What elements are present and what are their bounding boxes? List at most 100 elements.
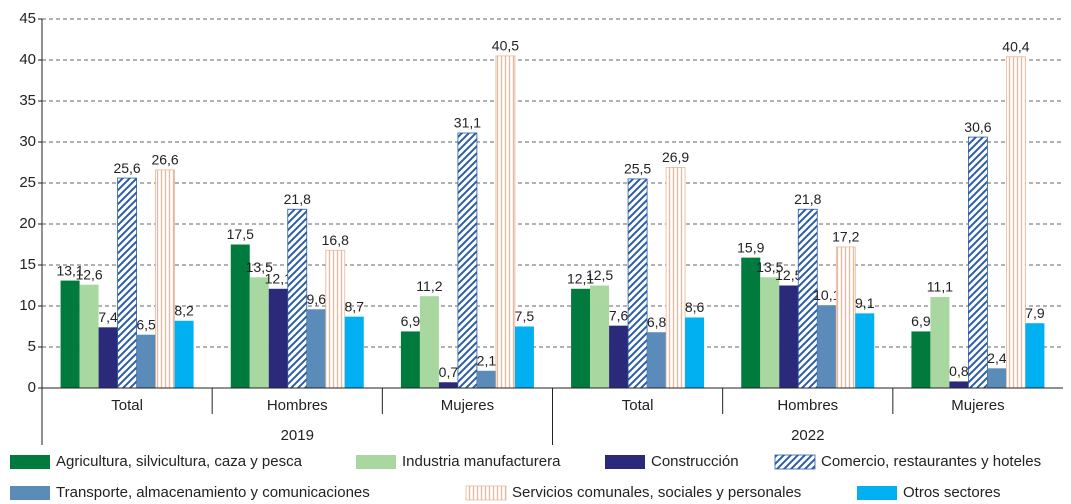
bar <box>835 246 856 389</box>
bar <box>741 257 761 388</box>
bar <box>249 277 269 388</box>
x-tick-label: Hombres <box>267 397 328 414</box>
legend-swatch <box>857 486 897 500</box>
bar <box>79 284 99 388</box>
value-label: 26,6 <box>151 152 178 168</box>
bar <box>419 296 439 388</box>
legend-label: Construcción <box>651 453 739 470</box>
bar <box>60 280 80 388</box>
legend-swatch <box>465 485 507 501</box>
y-tick-label: 15 <box>19 256 36 273</box>
bar <box>968 136 988 389</box>
value-label: 8,2 <box>174 302 194 318</box>
bar <box>1025 323 1045 388</box>
bar <box>306 309 326 388</box>
bar <box>779 285 799 388</box>
bar <box>495 55 516 389</box>
value-label: 0,7 <box>439 364 459 380</box>
value-label: 7,9 <box>1025 305 1045 321</box>
bar <box>685 317 705 388</box>
bar <box>400 331 420 388</box>
value-label: 9,1 <box>855 295 875 311</box>
value-label: 6,5 <box>136 316 156 332</box>
value-label: 40,4 <box>1002 38 1029 54</box>
group-label: 2022 <box>791 427 824 444</box>
value-label: 8,6 <box>685 299 705 315</box>
value-label: 12,6 <box>75 266 102 282</box>
legend-swatch <box>605 455 645 469</box>
bar <box>155 169 175 389</box>
bar <box>438 382 458 388</box>
value-label: 17,2 <box>832 229 859 245</box>
value-label: 25,5 <box>624 161 651 177</box>
value-label: 7,4 <box>98 309 118 325</box>
y-tick-label: 10 <box>19 297 36 314</box>
y-tick-label: 30 <box>19 133 36 150</box>
value-label: 6,9 <box>911 313 931 329</box>
legend-swatch <box>10 455 50 469</box>
bar <box>117 177 137 389</box>
value-label: 12,1 <box>265 270 292 286</box>
bar <box>665 167 686 389</box>
bar <box>457 132 478 389</box>
legend-label: Agricultura, silvicultura, caza y pesca <box>56 453 303 470</box>
bar <box>571 288 591 388</box>
legend-label: Otros sectores <box>903 484 1001 501</box>
y-tick-label: 35 <box>19 92 36 109</box>
bar <box>325 249 346 389</box>
legend-label: Industria manufacturera <box>402 453 561 470</box>
value-label: 2,4 <box>987 350 1007 366</box>
legend-swatch <box>10 486 50 500</box>
legend-label: Comercio, restaurantes y hoteles <box>821 453 1041 470</box>
bar <box>1006 56 1026 389</box>
bar <box>760 277 780 388</box>
legend-label: Transporte, almacenamiento y comunicacio… <box>56 484 370 501</box>
x-tick-label: Total <box>622 397 654 414</box>
bar <box>930 296 950 388</box>
y-tick-label: 20 <box>19 215 36 232</box>
value-label: 12,5 <box>586 267 613 283</box>
y-tick-label: 25 <box>19 174 36 191</box>
value-label: 30,6 <box>964 119 991 135</box>
bar <box>817 305 837 388</box>
value-label: 6,9 <box>401 313 421 329</box>
value-label: 26,9 <box>662 149 689 165</box>
bar <box>476 370 496 388</box>
bar <box>174 320 194 388</box>
value-label: 7,5 <box>515 308 535 324</box>
bar <box>344 316 364 388</box>
x-tick-label: Total <box>111 397 143 414</box>
y-tick-label: 5 <box>28 338 36 355</box>
value-label: 16,8 <box>322 232 349 248</box>
bar <box>230 244 250 388</box>
value-label: 2,1 <box>477 352 497 368</box>
bar <box>514 326 534 388</box>
value-label: 13,1 <box>56 262 83 278</box>
x-tick-label: Mujeres <box>951 397 1004 414</box>
bar <box>136 334 156 388</box>
bar <box>590 285 610 388</box>
value-label: 13,5 <box>756 259 783 275</box>
value-label: 11,1 <box>927 279 953 295</box>
y-tick-label: 45 <box>19 10 36 27</box>
value-label: 7,6 <box>609 307 629 323</box>
value-label: 21,8 <box>284 191 311 207</box>
bar <box>98 327 118 388</box>
legend-label: Servicios comunales, sociales y personal… <box>512 484 801 501</box>
value-label: 6,8 <box>647 314 667 330</box>
group-label: 2019 <box>281 427 314 444</box>
bar <box>987 368 1007 388</box>
legend-swatch <box>356 455 396 469</box>
bar <box>911 331 931 388</box>
bar <box>287 208 308 389</box>
bar <box>855 313 875 388</box>
value-label: 12,1 <box>567 270 594 286</box>
value-label: 25,6 <box>113 160 140 176</box>
y-tick-label: 40 <box>19 51 36 68</box>
bar <box>949 381 969 388</box>
value-label: 12,5 <box>775 267 802 283</box>
value-label: 11,2 <box>416 278 442 294</box>
value-label: 8,7 <box>345 298 365 314</box>
y-tick-label: 0 <box>28 379 36 396</box>
